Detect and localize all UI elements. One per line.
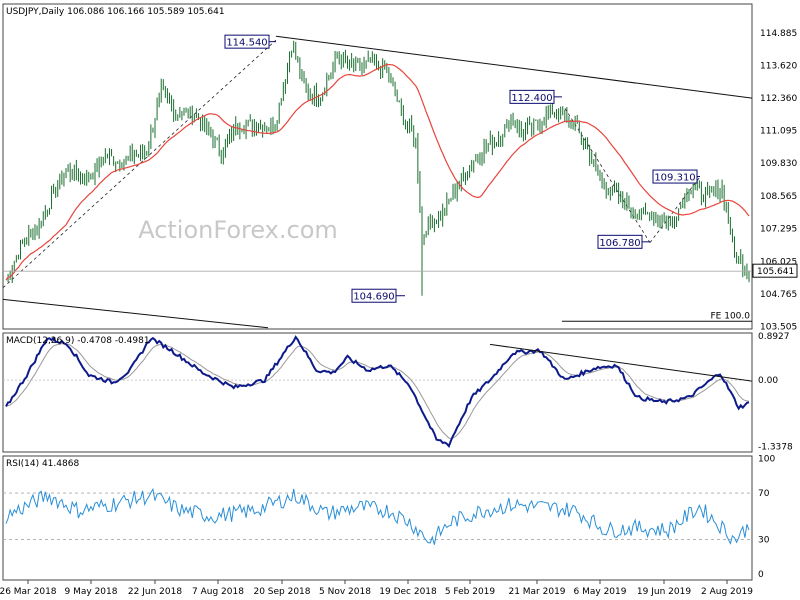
- watermark-text: ActionForex.com: [138, 216, 338, 244]
- price-tick-label: 109.830: [760, 159, 797, 169]
- retrace-dashed-line-2: [649, 176, 701, 243]
- pane-border-3: [2, 455, 753, 581]
- rsi-tick-label: 30: [758, 535, 770, 545]
- callout-2: 112.400: [509, 89, 562, 104]
- rsi-tick-label: 0: [758, 570, 764, 580]
- x-tick-label: 6 May 2019: [574, 587, 627, 597]
- price-tick-label: 104.765: [760, 290, 797, 300]
- price-header: USDJPY,Daily 106.086 106.166 105.589 105…: [6, 7, 225, 17]
- callout-label: 109.310: [654, 173, 695, 184]
- callout-label: 112.400: [511, 93, 552, 104]
- upper-channel-line: [275, 35, 753, 99]
- support-dashed-line: [2, 39, 277, 289]
- macd-trendline: [489, 343, 753, 382]
- price-tick-label: 113.620: [760, 61, 797, 71]
- x-tick-label: 22 Jun 2018: [128, 587, 182, 597]
- callout-label: 114.540: [226, 38, 267, 49]
- lower-channel-line: [2, 298, 269, 329]
- callout-0: 114.540: [224, 34, 276, 49]
- x-tick-label: 20 Sep 2018: [253, 587, 310, 597]
- x-tick-label: 5 Nov 2018: [319, 587, 371, 597]
- x-tick-label: 9 May 2018: [65, 587, 118, 597]
- last-price-box: [752, 263, 798, 278]
- callout-3: 106.780: [597, 234, 650, 249]
- callout-4: 109.310: [652, 169, 700, 184]
- x-tick-label: 19 Jun 2019: [637, 587, 691, 597]
- macd-tick-label: -1.3378: [758, 442, 793, 452]
- callout-1: 104.690: [351, 288, 405, 303]
- macd-line: [5, 335, 750, 448]
- callout-label: 104.690: [353, 292, 394, 303]
- x-tick-label: 7 Aug 2018: [192, 587, 244, 597]
- price-tick-label: 112.360: [760, 94, 797, 104]
- price-tick-label: 108.565: [760, 192, 797, 202]
- x-tick-label: 2 Aug 2019: [701, 587, 753, 597]
- x-tick-label: 21 Mar 2019: [508, 587, 565, 597]
- rsi-line: [5, 487, 750, 545]
- price-tick-label: 103.505: [760, 322, 797, 332]
- fe-label: FE 100.0: [711, 311, 751, 321]
- rsi-tick-label: 70: [758, 489, 770, 499]
- x-tick-label: 26 Mar 2018: [0, 587, 57, 597]
- macd-header: MACD(12,26,9) -0.4708 -0.4981: [6, 336, 150, 346]
- macd-signal-line: [5, 343, 750, 440]
- pane-border-2: [2, 332, 753, 453]
- pane-border-1: [2, 3, 753, 330]
- rsi-tick-label: 100: [758, 454, 775, 464]
- x-tick-label: 19 Dec 2018: [379, 587, 437, 597]
- price-tick-label: 107.295: [760, 225, 797, 235]
- callout-label: 106.780: [599, 238, 640, 249]
- moving-average-line: [5, 63, 750, 281]
- rsi-header: RSI(14) 41.4868: [6, 459, 79, 469]
- macd-tick-label: 0.8927: [758, 332, 790, 342]
- price-tick-label: 106.025: [760, 257, 797, 267]
- price-tick-label: 111.095: [760, 127, 797, 137]
- retrace-dashed-line-1: [564, 108, 651, 243]
- price-bars: [7, 40, 750, 296]
- last-price-label: 105.641: [757, 267, 794, 277]
- price-tick-label: 114.885: [760, 29, 797, 39]
- macd-tick-label: 0.00: [758, 376, 778, 386]
- x-tick-label: 5 Feb 2019: [445, 587, 496, 597]
